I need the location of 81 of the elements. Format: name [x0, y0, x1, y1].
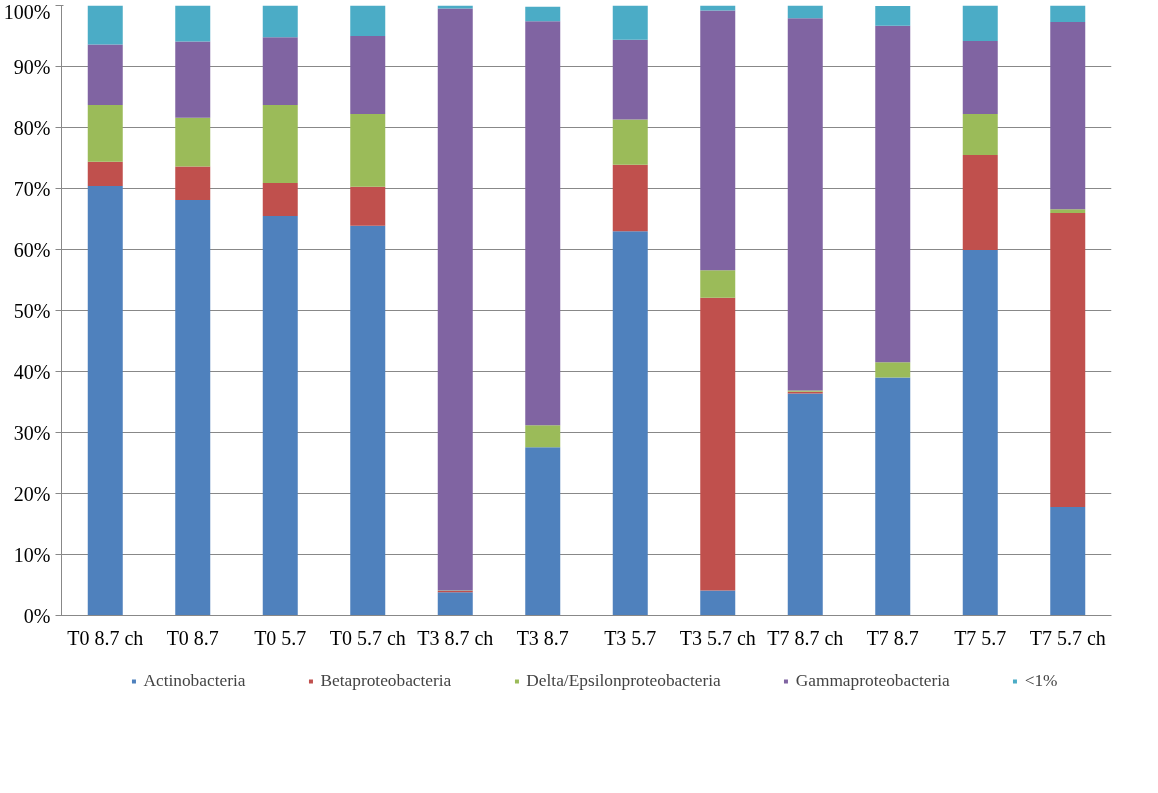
y-tick-label: 60%: [13, 238, 51, 261]
legend-label: Gammaproteobacteria: [795, 671, 950, 691]
bar: [350, 5, 386, 36]
x-tick-label: T3 8.7 ch: [417, 626, 494, 649]
bar: [525, 447, 561, 616]
bar: [175, 41, 211, 118]
y-tick-label: 30%: [13, 421, 51, 444]
bar: [175, 117, 211, 167]
bar: [612, 231, 648, 616]
bar: [437, 5, 473, 9]
x-tick-label: T0 5.7: [254, 626, 307, 649]
bar: [700, 590, 736, 616]
legend-label: Betaproteobacteria: [320, 671, 452, 691]
bar: [350, 114, 386, 187]
bar: [525, 21, 561, 426]
bar: [700, 270, 736, 298]
bar: [1050, 506, 1086, 616]
bar: [87, 186, 123, 616]
bar: [525, 6, 561, 22]
bar: [87, 161, 123, 187]
bar: [262, 37, 298, 105]
bar: [962, 250, 998, 616]
bar: [525, 425, 561, 448]
bar: [700, 297, 736, 591]
bar: [262, 5, 298, 38]
x-tick-label: T7 5.7 ch: [1029, 626, 1106, 649]
bar: [350, 225, 386, 616]
bar: [612, 164, 648, 232]
y-tick-label: 80%: [13, 116, 51, 139]
legend-label: Actinobacteria: [143, 671, 246, 691]
bar: [875, 362, 911, 378]
y-tick-label: 90%: [13, 55, 51, 78]
bar: [962, 114, 998, 155]
bar: [1050, 209, 1086, 213]
bar: [962, 40, 998, 115]
bar: [787, 393, 823, 616]
legend-label: Delta/Epsilonproteobacteria: [526, 671, 721, 691]
bar: [175, 166, 211, 201]
bar: [262, 183, 298, 216]
bar: [962, 5, 998, 41]
bar: [1050, 5, 1086, 22]
legend-label: <1%: [1024, 671, 1058, 691]
bar: [350, 36, 386, 115]
x-tick-label: T3 8.7: [516, 626, 569, 649]
y-tick-label: 50%: [13, 299, 51, 322]
bar: [87, 44, 123, 105]
bar: [612, 5, 648, 40]
bar: [175, 5, 211, 42]
bar: [87, 104, 123, 162]
bar: [262, 104, 298, 184]
bar: [700, 10, 736, 271]
y-tick-label: 100%: [3, 0, 51, 23]
bar: [787, 18, 823, 391]
bar: [875, 6, 911, 26]
y-tick-label: 20%: [13, 482, 51, 505]
x-tick-label: T0 8.7: [166, 626, 219, 649]
bar: [787, 5, 823, 19]
bar: [612, 119, 648, 165]
bar: [1050, 212, 1086, 507]
bar: [175, 200, 211, 616]
x-tick-label: T0 5.7 ch: [329, 626, 406, 649]
y-tick-label: 70%: [13, 177, 51, 200]
x-tick-label: T7 5.7: [954, 626, 1007, 649]
x-tick-label: T7 8.7 ch: [767, 626, 844, 649]
bar: [262, 215, 298, 616]
y-tick-label: 40%: [13, 360, 51, 383]
bar: [437, 592, 473, 616]
bar: [437, 8, 473, 591]
bar: [350, 186, 386, 226]
y-tick-label: 0%: [23, 604, 51, 627]
x-tick-label: T0 8.7 ch: [67, 626, 144, 649]
x-tick-label: T7 8.7: [866, 626, 919, 649]
bar: [612, 39, 648, 120]
bar: [875, 377, 911, 616]
bar: [1050, 21, 1086, 210]
x-tick-label: T3 5.7 ch: [679, 626, 756, 649]
bar: [87, 5, 123, 45]
x-tick-label: T3 5.7: [604, 626, 657, 649]
y-tick-label: 10%: [13, 543, 51, 566]
bar: [962, 154, 998, 251]
bar: [875, 25, 911, 363]
